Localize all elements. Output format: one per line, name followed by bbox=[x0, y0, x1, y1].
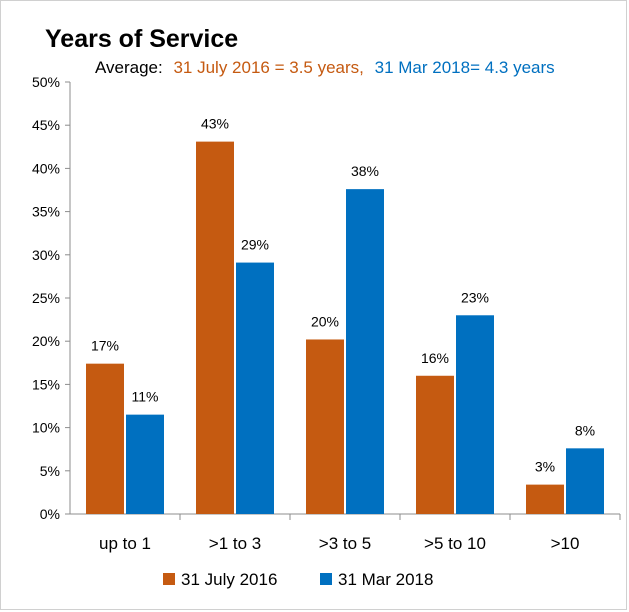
subtitle-prefix: Average: bbox=[95, 58, 163, 77]
legend-label: 31 Mar 2018 bbox=[338, 570, 433, 589]
x-tick-label: >5 to 10 bbox=[424, 534, 486, 553]
chart-title: Years of Service bbox=[45, 25, 238, 53]
y-tick-label: 20% bbox=[32, 333, 60, 349]
x-tick-label: >1 to 3 bbox=[209, 534, 261, 553]
y-tick-label: 10% bbox=[32, 420, 60, 436]
data-label: 11% bbox=[132, 389, 159, 405]
axes: 0% 5% 10% 15% 20% 25% 30% 35% 40% 45% 50% up to 1 >1… bbox=[32, 74, 621, 553]
bar bbox=[236, 262, 274, 514]
y-tick-label: 35% bbox=[32, 204, 60, 220]
x-tick-label: >3 to 5 bbox=[319, 534, 371, 553]
data-label: 29% bbox=[241, 237, 269, 253]
data-label: 23% bbox=[461, 289, 489, 305]
bar bbox=[126, 414, 164, 514]
y-tick-label: 15% bbox=[32, 376, 60, 392]
chart-subtitle: Average: 31 July 2016 = 3.5 years, 31 Ma… bbox=[95, 58, 555, 77]
y-tick-label: 30% bbox=[32, 247, 60, 263]
bar bbox=[456, 315, 494, 514]
y-tick-label: 50% bbox=[32, 74, 60, 90]
legend-label: 31 July 2016 bbox=[181, 570, 277, 589]
data-label: 17% bbox=[91, 338, 119, 354]
subtitle-2018: 31 Mar 2018= 4.3 years bbox=[375, 58, 555, 77]
legend-swatch bbox=[320, 573, 332, 585]
subtitle-2016: 31 July 2016 = 3.5 years, bbox=[173, 58, 363, 77]
x-tick-label: >10 bbox=[551, 534, 580, 553]
data-label: 43% bbox=[201, 116, 229, 132]
y-tick-label: 25% bbox=[32, 290, 60, 306]
data-label: 38% bbox=[351, 163, 379, 179]
data-label: 20% bbox=[311, 313, 339, 329]
y-tick-label: 0% bbox=[40, 506, 60, 522]
bar bbox=[416, 375, 454, 514]
legend-swatch bbox=[163, 573, 175, 585]
bar bbox=[526, 484, 564, 514]
bar bbox=[306, 339, 344, 514]
data-label: 16% bbox=[421, 350, 449, 366]
data-label: 8% bbox=[575, 422, 595, 438]
y-tick-label: 40% bbox=[32, 160, 60, 176]
legend: 31 July 2016 31 Mar 2018 bbox=[163, 570, 433, 589]
bar bbox=[86, 363, 124, 514]
x-tick-label: up to 1 bbox=[99, 534, 151, 553]
data-label: 3% bbox=[535, 459, 555, 475]
bar bbox=[566, 448, 604, 514]
bar bbox=[346, 189, 384, 515]
y-tick-label: 5% bbox=[40, 463, 60, 479]
bars: 17% 11% 43% 29% 20% 38% 16% 23% 3% 8% bbox=[86, 116, 604, 515]
bar bbox=[196, 141, 234, 514]
y-tick-label: 45% bbox=[32, 117, 60, 133]
